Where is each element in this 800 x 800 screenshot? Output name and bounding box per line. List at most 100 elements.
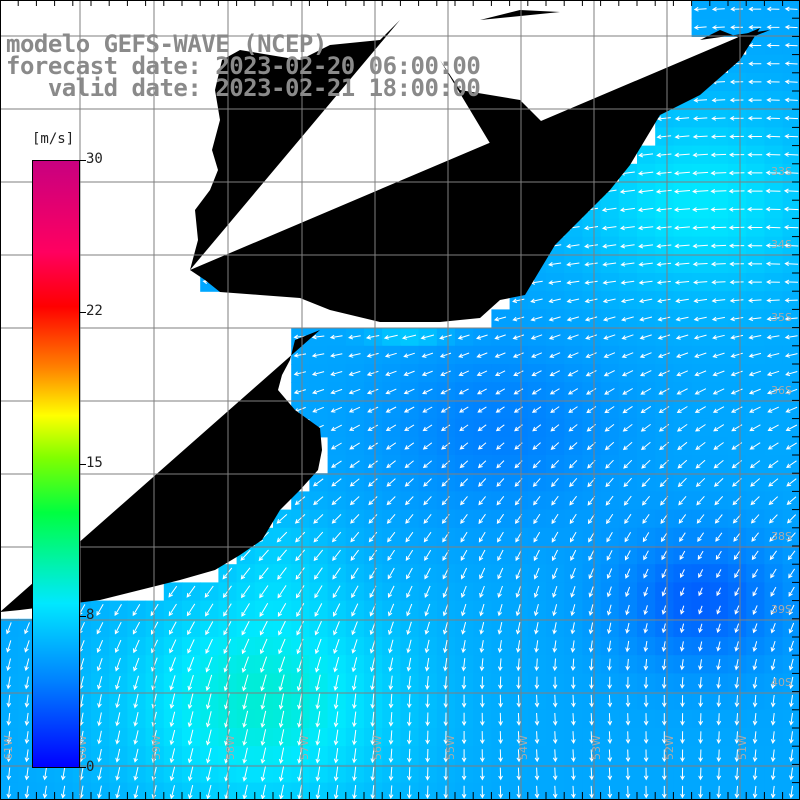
wind-arrow [747, 170, 763, 176]
wind-arrow [548, 334, 561, 340]
wind-arrow [24, 731, 30, 745]
wind-arrow [586, 388, 597, 395]
wind-arrow [713, 442, 724, 450]
wind-arrow [728, 170, 745, 176]
wind-arrow [348, 406, 361, 413]
wind-arrow [716, 713, 722, 726]
wind-arrow [478, 478, 487, 487]
wind-arrow [330, 424, 343, 431]
wind-arrow [512, 298, 525, 304]
wind-arrow [570, 549, 577, 562]
wind-arrow [367, 406, 379, 413]
wind-arrow [367, 460, 378, 469]
wind-arrow [348, 370, 361, 377]
wind-arrow [619, 225, 635, 231]
wind-arrow [607, 676, 613, 690]
wind-arrow [494, 370, 506, 376]
wind-arrow [552, 785, 558, 799]
wind-arrow [752, 641, 758, 653]
wind-arrow [315, 711, 321, 728]
wind-arrow [133, 693, 139, 709]
wind-arrow [169, 785, 175, 800]
wind-arrow [571, 731, 576, 745]
wind-arrow [658, 388, 670, 395]
wind-arrow [661, 785, 667, 799]
wind-arrow [785, 371, 798, 377]
wind-arrow [748, 61, 762, 67]
wind-arrow [350, 567, 359, 580]
wind-arrow [784, 316, 798, 322]
wind-arrow [351, 639, 358, 654]
wind-arrow [461, 676, 467, 690]
wind-arrow [114, 657, 121, 672]
wind-arrow [730, 370, 743, 377]
wind-arrow [497, 603, 503, 617]
wind-arrow [698, 785, 703, 799]
wind-arrow [552, 567, 558, 580]
wind-arrow [515, 622, 521, 635]
wind-arrow [623, 459, 633, 469]
wind-arrow [476, 352, 488, 358]
wind-arrow [605, 495, 614, 506]
wind-arrow [24, 712, 30, 726]
wind-arrow [442, 585, 449, 598]
lon-label: 57W [298, 735, 311, 760]
wind-arrow [571, 767, 576, 781]
wind-arrow [534, 640, 539, 653]
wind-arrow [404, 496, 414, 506]
wind-arrow [516, 712, 522, 726]
wind-arrow [661, 623, 667, 634]
wind-arrow [638, 261, 653, 267]
wind-arrow [711, 279, 726, 285]
wind-arrow [767, 406, 780, 413]
wind-arrow [495, 424, 505, 432]
colorbar-tickmark [80, 616, 86, 617]
wind-arrow [746, 188, 763, 194]
wind-arrow [716, 641, 721, 652]
wind-arrow [311, 353, 325, 358]
wind-arrow [716, 785, 722, 799]
wind-arrow [458, 388, 469, 395]
wind-arrow [680, 605, 685, 615]
wind-arrow [242, 710, 249, 728]
wind-arrow [330, 388, 343, 395]
wind-arrow [692, 134, 708, 140]
wind-arrow [422, 460, 433, 469]
wind-arrow [24, 767, 30, 781]
wind-arrow [406, 748, 412, 763]
wind-arrow [728, 207, 745, 212]
wind-arrow [550, 460, 560, 469]
wind-arrow [643, 658, 649, 671]
wind-arrow [6, 658, 11, 672]
lon-label: 54W [517, 735, 530, 760]
wind-arrow [677, 441, 688, 451]
wind-arrow [767, 388, 780, 395]
wind-arrow [770, 713, 776, 726]
wind-arrow [603, 370, 615, 377]
wind-arrow [96, 622, 104, 635]
lon-label: 56W [371, 735, 384, 760]
wind-arrow [461, 785, 467, 799]
wind-arrow [443, 676, 449, 690]
wind-arrow [692, 207, 709, 212]
wind-arrow [42, 767, 48, 781]
wind-arrow [24, 676, 30, 690]
wind-arrow [552, 694, 558, 708]
wind-arrow [498, 676, 503, 690]
wind-arrow [625, 622, 630, 634]
wind-arrow [349, 442, 360, 450]
wind-arrow [406, 730, 412, 745]
wind-arrow [461, 712, 467, 727]
wind-arrow [205, 656, 213, 673]
wind-arrow [260, 710, 267, 728]
wind-arrow [621, 316, 634, 322]
wind-arrow [606, 568, 613, 580]
wind-arrow [406, 621, 412, 635]
wind-arrow [333, 729, 339, 746]
wind-arrow [314, 567, 323, 580]
wind-arrow [752, 749, 758, 763]
wind-arrow [716, 623, 721, 634]
wind-arrow [747, 152, 763, 158]
wind-arrow [786, 496, 797, 505]
